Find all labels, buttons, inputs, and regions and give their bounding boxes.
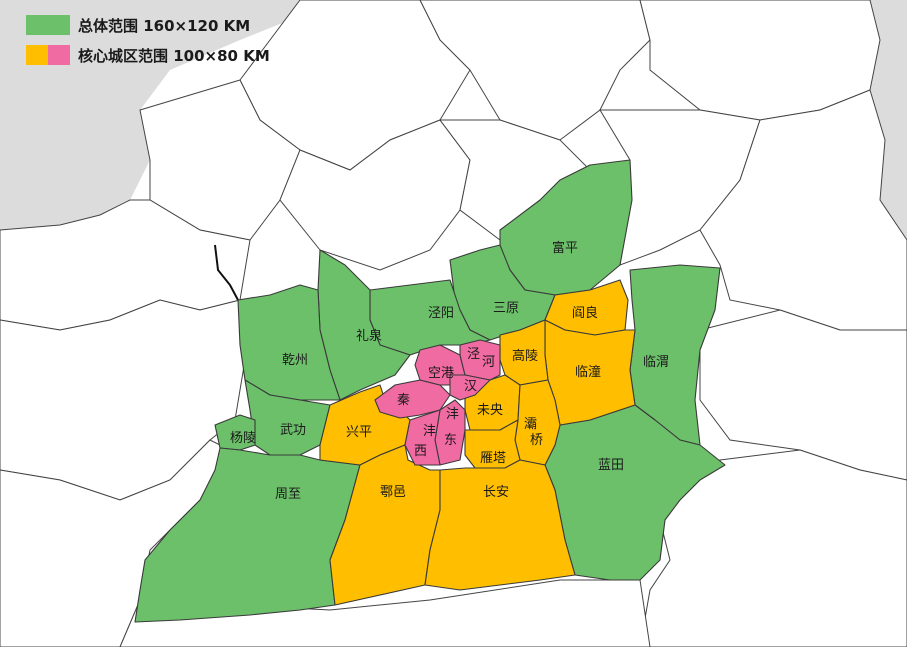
- label-feng-x: 沣: [423, 424, 436, 439]
- label-weiyang: 未央: [477, 403, 503, 418]
- label-liquan: 礼泉: [356, 328, 382, 344]
- region-qin[interactable]: [374, 379, 451, 419]
- label-wugong: 武功: [280, 423, 306, 438]
- label-konggang: 空港: [428, 366, 454, 381]
- province-border-line: [214, 244, 239, 301]
- label-han: 汉: [464, 379, 477, 394]
- label-fuping: 富平: [552, 240, 578, 256]
- label-linwei: 临渭: [643, 355, 669, 370]
- label-gaoling: 高陵: [512, 348, 538, 364]
- label-xingping: 兴平: [346, 425, 372, 440]
- legend-overall: 总体范围 160×120 KM: [26, 12, 270, 38]
- outer-gray-area: [0, 0, 300, 230]
- label-huyi: 鄠邑: [380, 485, 406, 500]
- label-xi: 西: [414, 444, 427, 459]
- legend-overall-label: 总体范围 160×120 KM: [78, 16, 251, 35]
- legend-green-swatch: [26, 15, 70, 35]
- label-yanliang: 阎良: [572, 305, 598, 321]
- label-yanta: 雁塔: [480, 451, 506, 466]
- label-lintong: 临潼: [575, 364, 601, 380]
- map-legend: 总体范围 160×120 KM 核心城区范围 100×80 KM: [26, 12, 270, 72]
- region-changan[interactable]: [424, 459, 576, 591]
- legend-core-label: 核心城区范围 100×80 KM: [78, 46, 270, 65]
- label-he: 河: [482, 355, 495, 370]
- label-qianzhou: 乾州: [282, 353, 308, 368]
- region-fengxi[interactable]: [404, 409, 441, 466]
- label-qin: 秦: [397, 393, 410, 408]
- outer-gray-area-right: [870, 0, 907, 240]
- legend-core: 核心城区范围 100×80 KM: [26, 42, 270, 68]
- region-qianzhou[interactable]: [237, 284, 341, 401]
- label-feng-d: 沣: [446, 407, 459, 422]
- label-baqiao-1: 灞: [524, 417, 537, 432]
- legend-core-swatch: [26, 45, 70, 65]
- label-lantian: 蓝田: [598, 458, 624, 473]
- region-zhouzhi[interactable]: [134, 447, 361, 623]
- label-sanyuan: 三原: [493, 301, 519, 316]
- region-jinghe[interactable]: [459, 339, 501, 381]
- label-jing: 泾: [467, 347, 480, 362]
- region-labels: 富平 泾阳 三原 礼泉 乾州 武功 杨陵 兴平 秦 空港 泾 河 汉 沣 东 沣…: [230, 240, 669, 502]
- label-changan: 长安: [483, 485, 509, 500]
- label-zhouzhi: 周至: [275, 487, 301, 502]
- label-jingyang: 泾阳: [428, 306, 454, 321]
- label-dong: 东: [444, 433, 457, 448]
- region-han[interactable]: [449, 374, 491, 401]
- label-yangling: 杨陵: [230, 431, 256, 446]
- label-baqiao-2: 桥: [530, 433, 543, 448]
